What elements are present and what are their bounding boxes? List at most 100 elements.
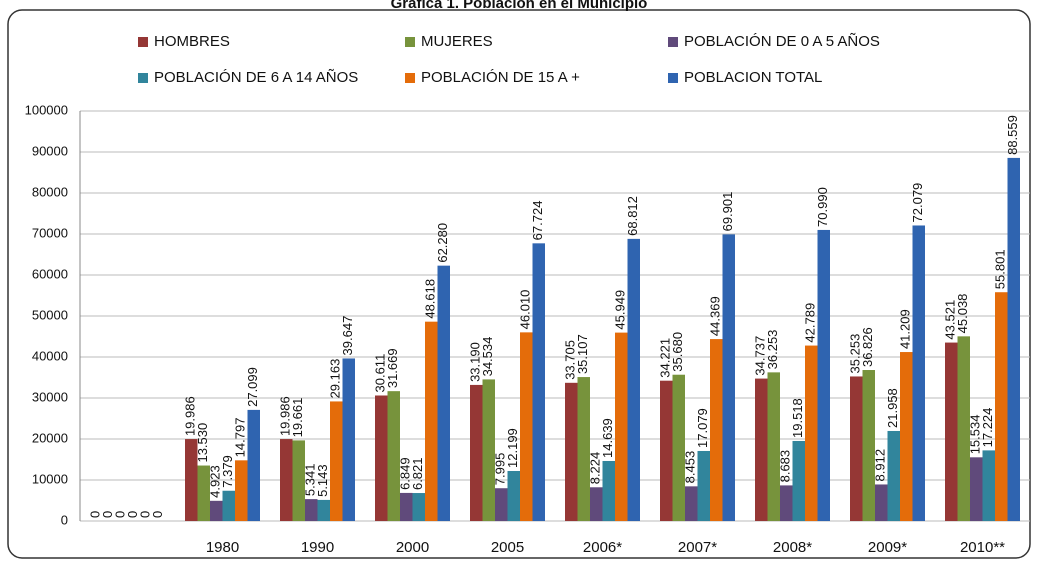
bar bbox=[577, 377, 590, 521]
bar bbox=[317, 499, 330, 521]
bar bbox=[532, 243, 545, 521]
data-label: 35.680 bbox=[670, 332, 685, 372]
data-label: 19.518 bbox=[790, 398, 805, 438]
legend-label: MUJERES bbox=[421, 33, 493, 50]
bar bbox=[222, 490, 235, 521]
bar bbox=[470, 384, 483, 521]
data-label: 8.224 bbox=[588, 452, 603, 485]
y-tick-label: 30000 bbox=[32, 389, 68, 404]
data-label: 88.559 bbox=[1005, 115, 1020, 155]
data-label: 0 bbox=[125, 511, 140, 518]
bar bbox=[520, 332, 533, 521]
data-label: 7.995 bbox=[493, 453, 508, 486]
bar bbox=[210, 500, 223, 521]
x-tick-label: 2007* bbox=[678, 539, 717, 556]
bar bbox=[197, 465, 210, 521]
data-label: 0 bbox=[88, 511, 103, 518]
bar bbox=[982, 450, 995, 521]
x-tick-label: 2008* bbox=[773, 539, 812, 556]
data-label: 42.789 bbox=[803, 303, 818, 343]
data-label: 34.534 bbox=[480, 337, 495, 377]
data-label: 67.724 bbox=[530, 201, 545, 241]
data-label: 31.669 bbox=[385, 348, 400, 388]
bar bbox=[615, 332, 628, 521]
data-label: 6.849 bbox=[398, 457, 413, 490]
y-tick-label: 100000 bbox=[25, 102, 68, 117]
bar bbox=[805, 345, 818, 521]
data-label: 44.369 bbox=[708, 296, 723, 336]
bar bbox=[755, 378, 768, 521]
legend-label: POBLACIÓN DE 15 A + bbox=[421, 69, 580, 86]
bar bbox=[862, 370, 875, 521]
bar bbox=[235, 460, 248, 521]
data-label: 36.826 bbox=[860, 327, 875, 367]
y-tick-label: 80000 bbox=[32, 184, 68, 199]
data-label: 6.821 bbox=[410, 457, 425, 490]
legend-swatch bbox=[138, 37, 148, 47]
legend-swatch bbox=[668, 37, 678, 47]
data-label: 19.986 bbox=[183, 396, 198, 436]
data-label: 35.253 bbox=[848, 334, 863, 374]
data-label: 4.923 bbox=[208, 465, 223, 498]
legend-swatch bbox=[138, 73, 148, 83]
legend-label: POBLACIÓN DE 0 A 5 AÑOS bbox=[684, 33, 880, 50]
data-label: 70.990 bbox=[815, 187, 830, 227]
data-label: 33.190 bbox=[468, 342, 483, 382]
data-label: 45.038 bbox=[955, 294, 970, 334]
data-label: 46.010 bbox=[518, 290, 533, 330]
data-label: 0 bbox=[100, 511, 115, 518]
bar bbox=[780, 485, 793, 521]
bar bbox=[957, 336, 970, 521]
data-label: 21.958 bbox=[885, 388, 900, 428]
data-label: 5.143 bbox=[315, 464, 330, 497]
data-label: 17.079 bbox=[695, 408, 710, 448]
x-tick-label: 1980 bbox=[206, 539, 239, 556]
bar bbox=[697, 450, 710, 521]
bar bbox=[330, 401, 343, 521]
data-label: 36.253 bbox=[765, 330, 780, 370]
bar bbox=[672, 374, 685, 521]
data-label: 19.661 bbox=[290, 398, 305, 438]
bar bbox=[590, 487, 603, 521]
data-label: 13.530 bbox=[195, 423, 210, 463]
bar bbox=[425, 321, 438, 521]
y-tick-label: 10000 bbox=[32, 471, 68, 486]
x-tick-label: 2005 bbox=[491, 539, 524, 556]
y-tick-label: 90000 bbox=[32, 143, 68, 158]
bar bbox=[495, 488, 508, 521]
y-tick-label: 20000 bbox=[32, 430, 68, 445]
data-label: 0 bbox=[138, 511, 153, 518]
x-tick-label: 1990 bbox=[301, 539, 334, 556]
bar bbox=[817, 229, 830, 522]
data-label: 39.647 bbox=[340, 316, 355, 356]
bar bbox=[292, 440, 305, 521]
bar bbox=[722, 234, 735, 522]
legend-swatch bbox=[668, 73, 678, 83]
data-label: 0 bbox=[150, 511, 165, 518]
y-tick-label: 40000 bbox=[32, 348, 68, 363]
data-label: 14.797 bbox=[233, 418, 248, 458]
bar bbox=[875, 484, 888, 521]
bar bbox=[482, 379, 495, 521]
bar bbox=[507, 470, 520, 521]
data-label: 19.986 bbox=[278, 396, 293, 436]
legend-label: POBLACIÓN DE 6 A 14 AÑOS bbox=[154, 69, 358, 86]
bar bbox=[995, 292, 1008, 521]
data-label: 45.949 bbox=[613, 290, 628, 330]
data-label: 30.611 bbox=[373, 354, 388, 393]
bar bbox=[685, 486, 698, 521]
bar bbox=[387, 391, 400, 521]
data-label: 72.079 bbox=[910, 183, 925, 223]
data-label: 14.639 bbox=[600, 418, 615, 458]
bar bbox=[412, 493, 425, 521]
data-label: 68.812 bbox=[625, 196, 640, 236]
bar bbox=[565, 382, 578, 521]
data-label: 62.280 bbox=[435, 223, 450, 263]
y-tick-label: 70000 bbox=[32, 225, 68, 240]
data-label: 35.107 bbox=[575, 334, 590, 374]
y-tick-label: 60000 bbox=[32, 266, 68, 281]
legend-label: HOMBRES bbox=[154, 33, 230, 50]
bar bbox=[710, 339, 723, 521]
bar bbox=[970, 457, 983, 521]
legend-swatch bbox=[405, 73, 415, 83]
